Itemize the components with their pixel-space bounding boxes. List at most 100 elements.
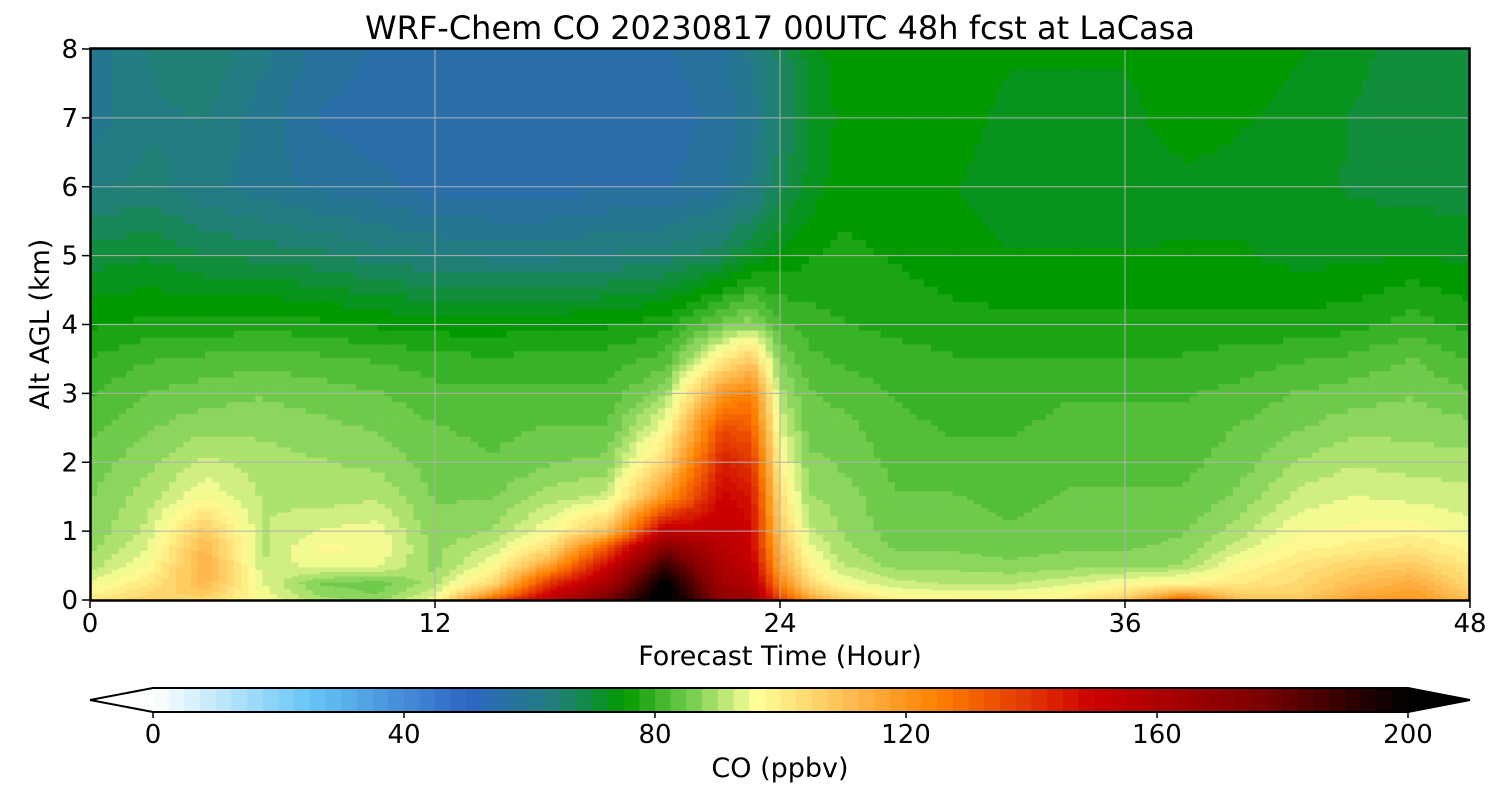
heatmap-cell (104, 595, 113, 597)
heatmap-cell (1060, 586, 1069, 589)
heatmap-cell (550, 594, 558, 597)
heatmap-cell (154, 588, 163, 591)
heatmap-cell (1455, 595, 1464, 597)
heatmap-cell (1390, 596, 1399, 598)
heatmap-cell (672, 591, 680, 593)
heatmap-cell (1232, 595, 1241, 597)
heatmap-cell (952, 591, 961, 593)
heatmap-cell (1240, 591, 1248, 593)
heatmap-cell (255, 586, 264, 589)
heatmap-cell (1311, 592, 1320, 595)
heatmap-cell (1117, 596, 1126, 598)
heatmap-cell (1160, 589, 1169, 592)
heatmap-cell (995, 592, 1004, 595)
heatmap-cell (1045, 591, 1054, 593)
heatmap-cell (427, 593, 436, 596)
heatmap-cell (1347, 596, 1356, 598)
heatmap-cell (248, 589, 256, 592)
heatmap-cell (607, 592, 616, 595)
heatmap-cell (269, 592, 278, 595)
heatmap-cell (1426, 591, 1435, 593)
heatmap-cell (442, 597, 450, 599)
heatmap-cell (1419, 595, 1428, 597)
heatmap-cell (959, 593, 968, 596)
heatmap-cell (406, 592, 415, 595)
heatmap-cell (118, 596, 127, 598)
heatmap-cell (1426, 597, 1435, 599)
heatmap-cell (255, 595, 264, 597)
heatmap-cell (564, 586, 573, 589)
heatmap-cell (205, 592, 213, 595)
heatmap-cell (154, 597, 163, 599)
heatmap-cell (284, 597, 292, 599)
heatmap-cell (1196, 594, 1205, 597)
heatmap-cell (772, 596, 781, 598)
heatmap-cell (1204, 592, 1212, 595)
heatmap-cell (959, 586, 968, 589)
heatmap-cell (334, 588, 343, 591)
heatmap-cell (1168, 595, 1176, 597)
heatmap-cell (1247, 595, 1255, 597)
heatmap-cell (449, 597, 458, 599)
heatmap-cell (887, 591, 896, 593)
heatmap-cell (585, 593, 594, 596)
heatmap-cell (262, 585, 271, 588)
heatmap-cell (1060, 588, 1069, 591)
heatmap-cell (1376, 588, 1385, 591)
heatmap-cell (1196, 597, 1205, 599)
heatmap-cell (521, 597, 530, 599)
heatmap-cell (1189, 589, 1198, 592)
heatmap-cell (427, 589, 436, 592)
heatmap-cell (492, 596, 501, 598)
heatmap-cell (830, 591, 839, 593)
heatmap-cell (959, 589, 968, 592)
heatmap-cell (729, 591, 738, 593)
heatmap-cell (851, 591, 860, 593)
heatmap-cell (1089, 588, 1097, 591)
heatmap-cell (736, 595, 745, 597)
heatmap-cell (197, 585, 206, 588)
heatmap-cell (147, 593, 156, 596)
heatmap-cell (413, 592, 422, 595)
heatmap-cell (406, 593, 415, 596)
heatmap-cell (880, 589, 889, 592)
heatmap-cell (629, 593, 637, 596)
heatmap-cell (1067, 596, 1076, 598)
heatmap-cell (1455, 588, 1464, 591)
heatmap-cell (758, 589, 767, 592)
heatmap-cell (233, 592, 242, 595)
heatmap-cell (614, 593, 623, 596)
heatmap-cell (765, 596, 774, 598)
heatmap-cell (1412, 588, 1421, 591)
heatmap-cell (370, 585, 379, 588)
heatmap-cell (449, 589, 458, 592)
heatmap-cell (269, 591, 278, 593)
heatmap-cell (650, 591, 659, 593)
heatmap-cell (930, 594, 939, 597)
heatmap-cell (1283, 596, 1291, 598)
heatmap-cell (391, 585, 400, 588)
heatmap-cell (938, 591, 946, 593)
heatmap-cell (334, 597, 343, 599)
heatmap-cell (945, 592, 954, 595)
heatmap-cell (190, 595, 199, 597)
heatmap-cell (341, 586, 350, 589)
heatmap-cell (851, 594, 860, 597)
heatmap-cell (614, 591, 623, 593)
heatmap-cell (607, 586, 616, 589)
heatmap-cell (1319, 596, 1327, 598)
heatmap-cell (341, 588, 350, 591)
heatmap-cell (1448, 586, 1457, 589)
heatmap-cell (305, 589, 314, 592)
heatmap-cell (1254, 592, 1263, 595)
heatmap-cell (1125, 591, 1133, 593)
heatmap-cell (1340, 597, 1349, 599)
heatmap-cell (240, 586, 249, 589)
heatmap-cell (212, 597, 220, 599)
heatmap-cell (1067, 595, 1076, 597)
heatmap-cell (463, 585, 472, 588)
heatmap-cell (542, 588, 551, 591)
heatmap-cell (1283, 586, 1291, 589)
heatmap-cell (736, 589, 745, 592)
heatmap-cell (1304, 594, 1313, 597)
